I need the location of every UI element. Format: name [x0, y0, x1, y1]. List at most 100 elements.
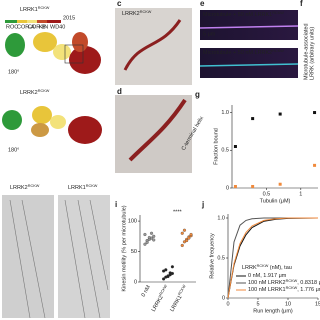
point	[162, 277, 166, 281]
significance: ****	[173, 209, 182, 215]
rotation: 180°	[8, 147, 19, 153]
point	[152, 238, 156, 242]
label-base: LRRK1	[20, 7, 38, 13]
label: 2015	[63, 15, 75, 21]
label: LRRK1RCKW	[68, 184, 98, 191]
legend-label: 0 nM, 1.917 μm	[248, 273, 287, 279]
rotation: 180°	[8, 69, 19, 75]
x-tick-label-base: 0 nM	[141, 284, 153, 298]
y-axis-label: Relative frequency	[209, 233, 215, 279]
x-tick-label-sup: RCKW	[159, 284, 168, 296]
micrograph-label-base: Microtubule + 50 nM LRRK1	[203, 12, 272, 18]
x-tick-label-sup: RCKW	[177, 284, 186, 296]
legend-title: LRRKRCKW (nM), tau	[242, 264, 292, 271]
axis-label: LRRK (arbitrary units)	[309, 27, 315, 80]
label-sup: RCKW	[38, 6, 50, 10]
point	[278, 112, 282, 116]
point	[251, 184, 255, 188]
domain-label: ROC	[6, 24, 18, 30]
y-axis-label: Kinesin motility (% per microtubule)	[121, 205, 127, 291]
y-tick-label: 0.5	[217, 255, 225, 261]
label-base: LRRK1	[68, 185, 86, 191]
x-tick-label: 0 nM	[141, 284, 153, 298]
legend-label-base: 100 nM LRRK1	[248, 287, 286, 293]
y-tick-label: 50	[131, 249, 137, 255]
y-tick-label: 0.5	[221, 148, 229, 154]
domain-label: COR-B	[28, 24, 46, 30]
point	[189, 232, 193, 237]
y-tick-label: 0	[222, 295, 225, 301]
panel-letter: c	[117, 0, 122, 8]
x-axis-label: Run length (μm)	[253, 308, 293, 314]
y-tick-label: 0	[226, 185, 229, 191]
y-tick-label: 1.0	[217, 215, 225, 221]
x-tick-label: 5	[256, 301, 259, 307]
label-sup: RCKW	[86, 184, 98, 188]
x-tick-label: LRRK1RCKW	[169, 284, 190, 313]
panel-letter: g	[195, 90, 200, 99]
label-base: LRRK2	[122, 11, 140, 17]
label-base: LRRK2	[20, 90, 38, 96]
label: LRRK2RCKW	[10, 184, 40, 191]
legend-label-base: 100 nM LRRK2	[248, 280, 286, 286]
structure-a	[5, 20, 101, 74]
panel-letter: j	[201, 200, 204, 209]
y-axis-label: Fraction bound	[213, 128, 219, 165]
domain-label: KIN	[39, 24, 48, 30]
x-axis-label: Tubulin (μM)	[260, 198, 291, 204]
panel-letter: f	[300, 0, 303, 8]
structure-b	[2, 106, 102, 144]
point	[313, 163, 317, 167]
point	[164, 268, 168, 272]
legend-label-base: 0 nM, 1.917 μm	[248, 273, 287, 279]
point	[187, 236, 191, 240]
label-sup: RCKW	[28, 184, 40, 188]
point	[166, 274, 170, 279]
point	[313, 111, 317, 115]
micrograph-label: Microtubule + 50 nM LRRK2RCKW	[203, 49, 284, 56]
x-tick-label: 0	[226, 301, 229, 307]
point	[149, 231, 154, 235]
density-c	[115, 8, 192, 85]
legend-title-rest: (nM), tau	[268, 265, 292, 271]
label: LRRK1RCKW	[20, 6, 50, 13]
legend-title-base: LRRK	[242, 265, 257, 271]
legend-label-sup: RCKW	[286, 286, 298, 290]
point	[233, 184, 237, 188]
kymograph-1	[2, 195, 54, 318]
x-tick-label: LRRK2RCKW	[150, 284, 171, 313]
x-tick-label: 0.5	[263, 191, 271, 197]
point	[278, 182, 282, 186]
point	[168, 271, 172, 275]
x-tick-label: 15	[315, 301, 320, 307]
label: LRRK2RCKW	[122, 10, 152, 17]
legend-label: 100 nM LRRK1RCKW, 1.776 μm	[248, 286, 320, 293]
domain-label: COR-A	[17, 24, 35, 30]
panel-letter: i	[115, 200, 117, 209]
panel-letter: e	[200, 0, 205, 8]
axis-label: Microtubule-associated	[303, 23, 309, 80]
point	[143, 232, 147, 237]
point	[147, 235, 151, 240]
y-tick-label: 1.0	[221, 110, 229, 116]
x-tick-label-base: LRRK1	[170, 295, 184, 313]
point	[233, 145, 237, 148]
point	[251, 117, 255, 121]
legend-label-sup: RCKW	[286, 279, 298, 283]
y-tick-label: 0	[134, 279, 137, 285]
label-base: LRRK2	[10, 185, 28, 191]
micrograph-label: Microtubule + 50 nM LRRK1RCKW	[203, 11, 284, 18]
point	[180, 243, 184, 248]
x-tick-label-base: LRRK2	[151, 295, 165, 313]
x-tick-label: 1	[299, 191, 302, 197]
micrograph-e2	[200, 48, 298, 78]
label-sup: RCKW	[38, 89, 50, 93]
micrograph-label-sup: RCKW	[272, 11, 284, 15]
y-tick-label: 100	[128, 219, 137, 225]
point	[180, 231, 184, 235]
panel-letter: d	[117, 87, 122, 96]
micrograph-label-base: Microtubule + 50 nM LRRK2	[203, 50, 272, 56]
micrograph-label-sup: RCKW	[272, 49, 284, 53]
legend-label-rest: , 1.776 μm	[297, 287, 320, 293]
